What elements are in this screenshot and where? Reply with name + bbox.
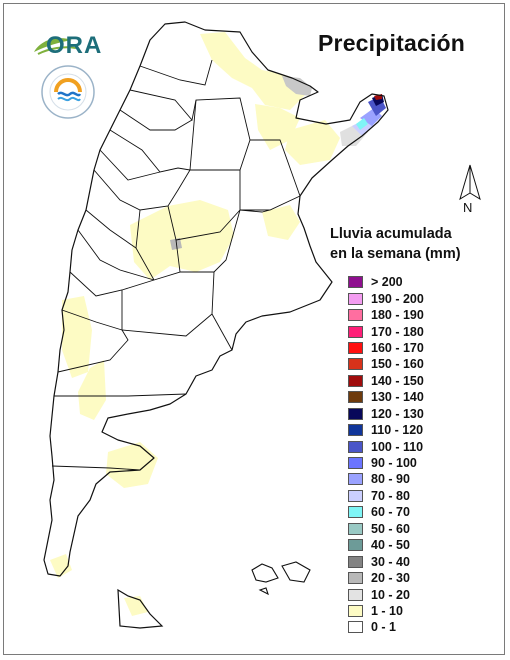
legend-label: 60 - 70: [371, 505, 410, 520]
legend-title: Lluvia acumulada en la semana (mm): [330, 224, 461, 264]
legend-item: 190 - 200: [348, 290, 424, 306]
legend-swatch: [348, 374, 363, 387]
precip-shading: [50, 32, 386, 616]
legend-label: 20 - 30: [371, 571, 410, 586]
legend-label: 50 - 60: [371, 521, 410, 536]
legend-swatch: [348, 522, 363, 535]
malvinas-islands: [251, 561, 311, 596]
legend-label: 10 - 20: [371, 587, 410, 602]
precip-area-patagonia-west: [62, 296, 92, 378]
legend-title-line2: en la semana (mm): [330, 246, 461, 262]
legend-label: 130 - 140: [371, 390, 424, 405]
legend-swatch: [348, 325, 363, 338]
legend-swatch: [348, 309, 363, 322]
legend-swatch: [348, 555, 363, 568]
precip-area-formosa-grey: [282, 76, 312, 96]
legend-label: 180 - 190: [371, 308, 424, 323]
legend-item: 0 - 1: [348, 619, 424, 635]
legend-item: 1 - 10: [348, 603, 424, 619]
legend-item: 70 - 80: [348, 488, 424, 504]
legend-swatch: [348, 604, 363, 617]
legend-label: 140 - 150: [371, 373, 424, 388]
precip-area-corrientes: [285, 120, 340, 165]
legend-item: 90 - 100: [348, 455, 424, 471]
legend-item: 60 - 70: [348, 504, 424, 520]
province-borders: [51, 59, 301, 471]
precip-area-north: [200, 32, 305, 110]
legend: > 200 190 - 200 180 - 190 170 - 180 160 - 17…: [348, 274, 424, 636]
legend-item: 120 - 130: [348, 406, 424, 422]
precip-area-misiones-cyan: [356, 118, 368, 130]
legend-title-line1: Lluvia acumulada: [330, 226, 452, 242]
legend-label: 80 - 90: [371, 472, 410, 487]
legend-label: 30 - 40: [371, 554, 410, 569]
north-arrow: N: [456, 163, 484, 220]
precip-area-chubut-east: [106, 442, 158, 488]
institute-seal: [40, 64, 96, 125]
north-label: N: [463, 200, 473, 215]
legend-item: 150 - 160: [348, 356, 424, 372]
ora-logo-text: ORA: [46, 32, 103, 59]
legend-label: 100 - 110: [371, 439, 424, 454]
legend-item: 170 - 180: [348, 323, 424, 339]
legend-label: 120 - 130: [371, 406, 424, 421]
legend-swatch: [348, 539, 363, 552]
legend-swatch: [348, 292, 363, 305]
legend-swatch: [348, 358, 363, 371]
legend-label: 0 - 1: [371, 620, 397, 635]
legend-item: 10 - 20: [348, 586, 424, 602]
map-title: Precipitación: [318, 30, 466, 56]
legend-label: 1 - 10: [371, 603, 403, 618]
legend-label: 90 - 100: [371, 456, 417, 471]
precip-area-santa-cruz: [50, 554, 72, 578]
legend-swatch: [348, 473, 363, 486]
legend-item: 130 - 140: [348, 389, 424, 405]
leaf-icon: [34, 38, 77, 55]
north-arrow-icon: [459, 164, 481, 201]
legend-item: 180 - 190: [348, 307, 424, 323]
legend-item: 50 - 60: [348, 521, 424, 537]
legend-label: 190 - 200: [371, 291, 424, 306]
precip-area-cordoba: [130, 200, 234, 280]
tierra-del-fuego-outline: [117, 588, 164, 629]
legend-swatch: [348, 621, 363, 634]
legend-item: 100 - 110: [348, 438, 424, 454]
legend-swatch: [348, 440, 363, 453]
precip-area-entrerios: [262, 205, 300, 240]
legend-swatch: [348, 341, 363, 354]
legend-swatch: [348, 506, 363, 519]
ora-logo: ORA: [32, 30, 102, 67]
legend-label: > 200: [371, 275, 403, 290]
legend-item: > 200: [348, 274, 424, 290]
legend-swatch: [348, 457, 363, 470]
legend-label: 40 - 50: [371, 538, 410, 553]
legend-swatch: [348, 588, 363, 601]
precip-area-cordoba-grey: [170, 238, 182, 250]
legend-swatch: [348, 407, 363, 420]
country-outline: [43, 21, 389, 577]
legend-item: 110 - 120: [348, 422, 424, 438]
legend-item: 30 - 40: [348, 553, 424, 569]
legend-item: 140 - 150: [348, 373, 424, 389]
map-frame: [3, 3, 505, 655]
legend-item: 160 - 170: [348, 340, 424, 356]
legend-swatch: [348, 276, 363, 289]
legend-label: 160 - 170: [371, 340, 424, 355]
precip-area-tierra-del-fuego: [124, 596, 148, 616]
legend-swatch: [348, 424, 363, 437]
legend-label: 170 - 180: [371, 324, 424, 339]
precip-area-chubut: [78, 360, 106, 420]
legend-item: 80 - 90: [348, 471, 424, 487]
legend-label: 110 - 120: [371, 423, 424, 438]
legend-swatch: [348, 391, 363, 404]
legend-label: 70 - 80: [371, 488, 410, 503]
legend-item: 20 - 30: [348, 570, 424, 586]
legend-swatch: [348, 572, 363, 585]
legend-item: 40 - 50: [348, 537, 424, 553]
legend-swatch: [348, 489, 363, 502]
legend-label: 150 - 160: [371, 357, 424, 372]
